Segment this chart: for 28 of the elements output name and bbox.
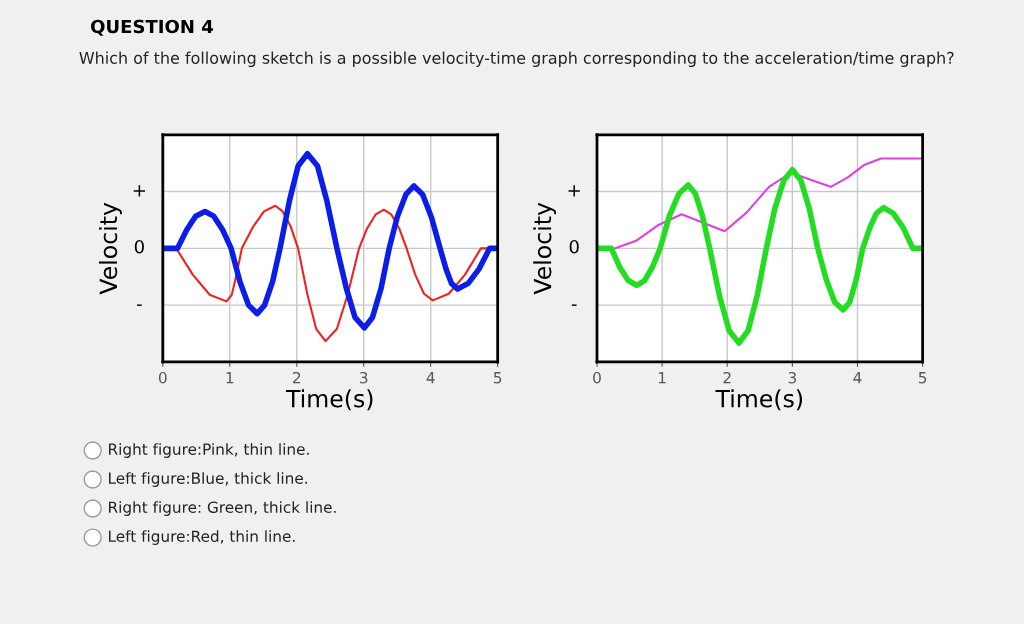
text: Right figure:Pink, thin line. <box>109 443 309 458</box>
text: 0 <box>134 239 144 254</box>
x-tick-label: 1 <box>226 372 234 384</box>
text: - <box>571 304 577 306</box>
x-tick-label: 3 <box>788 371 797 384</box>
x-tick-label: 2 <box>293 371 301 384</box>
y-axis-title: Velocity <box>533 202 557 295</box>
text: 0 <box>569 239 579 254</box>
y-axis-title: Velocity <box>98 202 122 295</box>
text: - <box>137 304 142 306</box>
text: Right figure: Green, thick line. <box>109 501 336 516</box>
x-tick-label: 5 <box>918 372 927 384</box>
x-tick-label: 0 <box>158 371 167 384</box>
x-tick-label: 5 <box>493 372 502 384</box>
x-tick-label: 1 <box>658 372 666 384</box>
text: + <box>133 185 146 197</box>
x-tick-label: 0 <box>593 371 601 384</box>
x-tick-label: 4 <box>426 372 435 384</box>
x-tick-label: 2 <box>723 371 731 384</box>
x-axis-title: Time(s) <box>285 389 373 411</box>
text: Left figure:Red, thin line. <box>109 530 295 545</box>
x-tick-label: 3 <box>360 371 368 384</box>
x-axis-title: Time(s) <box>715 389 803 411</box>
text: Which of the following sketch is a possible velocity-time graph corresponding to the acceleration/time graph? <box>79 51 954 68</box>
text: QUESTION 4 <box>91 19 213 36</box>
x-tick-label: 4 <box>853 372 862 384</box>
text: Left figure:Blue, thick line. <box>109 472 307 487</box>
text: + <box>568 185 580 197</box>
